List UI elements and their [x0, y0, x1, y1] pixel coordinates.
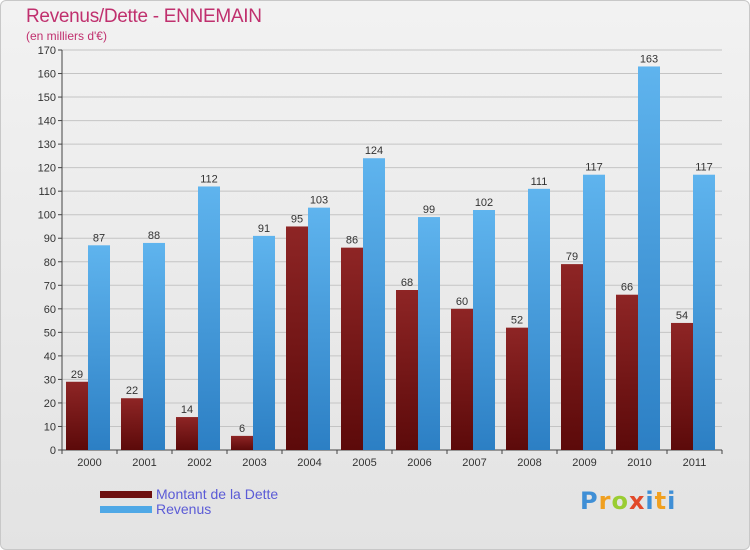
legend-swatch-revenus	[100, 506, 152, 513]
legend-item-revenus: Revenus	[100, 502, 278, 517]
bar-revenus	[693, 174, 715, 451]
data-label-revenus: 91	[258, 223, 270, 235]
bar-debt	[176, 417, 198, 450]
bar-revenus	[198, 186, 220, 450]
x-tick-label: 2003	[242, 457, 266, 469]
bar-revenus	[528, 188, 550, 450]
data-label-debt: 22	[126, 385, 138, 397]
bar-revenus	[418, 217, 440, 450]
y-tick-label: 40	[44, 351, 56, 363]
y-tick-label: 20	[44, 398, 56, 410]
y-tick-label: 170	[38, 45, 56, 57]
chart-subtitle: (en milliers d'€)	[26, 29, 107, 43]
y-tick-label: 10	[44, 421, 56, 433]
bar-revenus	[363, 158, 385, 450]
y-tick-label: 50	[44, 327, 56, 339]
legend-swatch-debt	[100, 491, 152, 498]
data-label-debt: 79	[566, 251, 578, 263]
data-label-revenus: 87	[93, 232, 105, 244]
bar-debt	[561, 264, 583, 450]
y-tick-label: 130	[38, 139, 56, 151]
bar-debt	[506, 327, 528, 450]
x-tick-label: 2010	[627, 457, 651, 469]
bar-revenus	[583, 174, 605, 451]
y-tick-label: 140	[38, 116, 56, 128]
x-tick-label: 2005	[352, 457, 376, 469]
y-tick-label: 30	[44, 374, 56, 386]
x-tick-label: 2009	[572, 457, 596, 469]
y-tick-label: 160	[38, 69, 56, 81]
data-label-debt: 14	[181, 404, 193, 416]
bar-debt	[231, 435, 253, 450]
bar-revenus	[88, 245, 110, 450]
y-tick-label: 150	[38, 92, 56, 104]
y-tick-label: 80	[44, 257, 56, 269]
data-label-debt: 54	[676, 310, 688, 322]
data-label-debt: 68	[401, 277, 413, 289]
data-label-revenus: 102	[475, 197, 493, 209]
data-label-debt: 29	[71, 369, 83, 381]
data-label-debt: 95	[291, 213, 303, 225]
y-tick-label: 110	[38, 186, 56, 198]
bar-debt	[396, 290, 418, 450]
data-label-revenus: 88	[148, 230, 160, 242]
x-tick-label: 2001	[132, 457, 156, 469]
data-label-revenus: 117	[585, 162, 603, 174]
data-label-revenus: 111	[531, 176, 548, 188]
bar-debt	[671, 322, 693, 450]
legend-label-debt: Montant de la Dette	[156, 486, 279, 502]
bar-revenus	[473, 210, 495, 450]
legend-item-debt: Montant de la Dette	[100, 487, 278, 502]
data-label-revenus: 112	[200, 173, 218, 185]
legend: Montant de la Dette Revenus	[100, 487, 278, 517]
data-label-revenus: 124	[365, 145, 383, 157]
bar-revenus	[308, 207, 330, 450]
bar-debt	[616, 294, 638, 450]
data-label-revenus: 103	[310, 195, 328, 207]
data-label-revenus: 163	[640, 53, 658, 65]
y-tick-label: 120	[38, 163, 56, 175]
bar-revenus	[638, 66, 660, 451]
bar-debt	[451, 308, 473, 450]
data-label-debt: 6	[239, 423, 245, 435]
y-tick-label: 60	[44, 304, 56, 316]
bar-revenus	[253, 235, 275, 450]
data-label-revenus: 117	[695, 162, 713, 174]
data-label-debt: 86	[346, 235, 358, 247]
bar-debt	[66, 381, 88, 450]
bar-revenus	[143, 242, 165, 450]
proxiti-logo: Proxiti	[580, 487, 677, 515]
data-label-debt: 52	[511, 315, 523, 327]
y-tick-label: 100	[38, 210, 56, 222]
y-tick-label: 70	[44, 280, 56, 292]
legend-label-revenus: Revenus	[156, 501, 212, 517]
x-tick-label: 2002	[187, 457, 211, 469]
y-tick-label: 0	[50, 445, 56, 457]
bar-debt	[121, 398, 143, 450]
data-label-revenus: 99	[423, 204, 435, 216]
x-tick-label: 2008	[517, 457, 541, 469]
data-label-debt: 60	[456, 296, 468, 308]
x-tick-label: 2006	[407, 457, 431, 469]
x-tick-label: 2000	[77, 457, 101, 469]
chart-title: Revenus/Dette - ENNEMAIN	[26, 6, 262, 27]
y-tick-label: 90	[44, 233, 56, 245]
bar-debt	[286, 226, 308, 450]
bar-debt	[341, 247, 363, 450]
data-label-debt: 66	[621, 282, 633, 294]
x-tick-label: 2004	[297, 457, 321, 469]
x-tick-label: 2007	[462, 457, 486, 469]
x-tick-label: 2011	[683, 457, 707, 469]
